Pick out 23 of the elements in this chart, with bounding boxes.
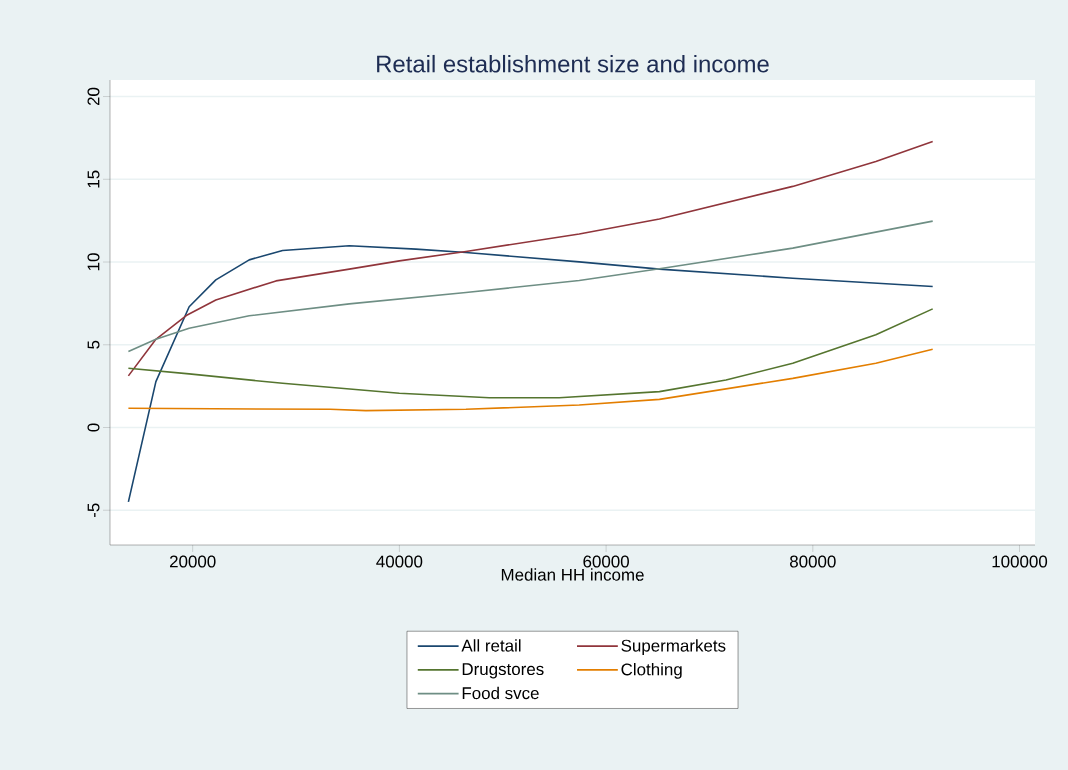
x-axis-title: Median HH income (501, 568, 644, 581)
x-tick-label: 100000 (992, 555, 1048, 568)
line-series (127, 220, 934, 353)
legend-label: Clothing (621, 662, 682, 679)
x-tick-label: 20000 (169, 555, 216, 568)
line-series (127, 140, 934, 377)
y-tick-label: 0 (87, 423, 100, 432)
line-series (127, 348, 934, 412)
legend-label: Food svce (462, 686, 539, 700)
line-series (127, 245, 934, 503)
y-tick-label: 20 (87, 87, 100, 106)
y-tick-label: 10 (87, 253, 100, 271)
x-tick-label: 80000 (789, 555, 836, 568)
x-tick-label: 40000 (376, 555, 423, 568)
y-tick-label: 15 (87, 170, 100, 188)
line-series (127, 308, 934, 399)
y-tick-label: 5 (87, 340, 100, 349)
legend-label: Supermarkets (621, 639, 726, 655)
x-tick-label: 60000 (583, 555, 629, 568)
legend-label: Drugstores (462, 663, 544, 679)
chart-title: Retail establishment size and income (377, 54, 769, 73)
y-tick-label: -5 (87, 503, 100, 518)
legend-label: All retail (461, 639, 521, 652)
